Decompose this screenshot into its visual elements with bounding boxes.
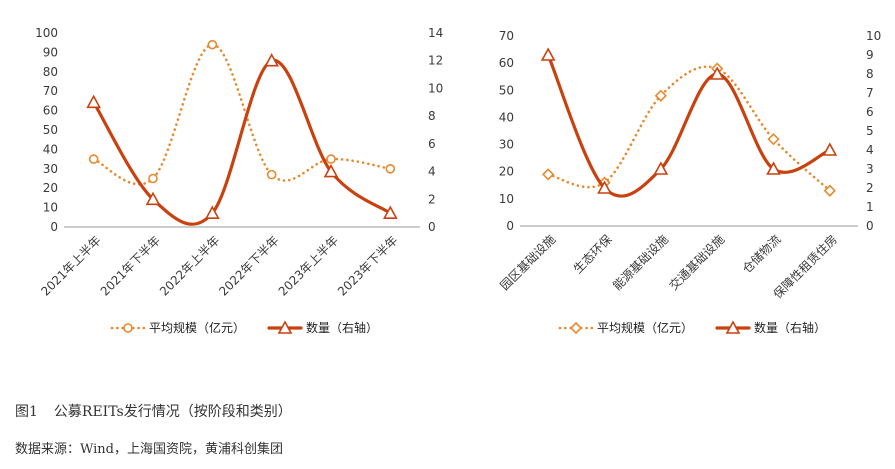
legend-avg-scale-label: 平均规模（亿元）	[149, 320, 245, 335]
count-data-point	[709, 66, 725, 80]
x-category-label: 2021年上半年	[38, 233, 103, 298]
avg-scale-data-point	[326, 154, 336, 164]
right-y-tick-label: 2	[866, 181, 874, 195]
chart-left: 0 10 20 30 40 50 60 70 80 90 100 0 2 4 6 8 10 12 14 2021年上半…	[35, 26, 443, 335]
right-y-tick-label: 1	[866, 200, 874, 214]
count-data-point	[822, 142, 838, 156]
x-category-label: 能源基础设施	[610, 232, 671, 293]
count-data-point	[323, 163, 339, 178]
count-data-point	[204, 205, 220, 219]
x-category-label: 交通基础设施	[666, 232, 728, 294]
left-y-tick-label: 30	[499, 138, 514, 152]
figure-number: 图1	[15, 404, 38, 420]
right-y-tick-label: 3	[866, 162, 874, 176]
right-y-tick-label: 4	[866, 143, 874, 157]
left-y-tick-label: 10	[43, 201, 58, 215]
x-category-label: 2023年上半年	[276, 233, 341, 298]
right-y-tick-label: 8	[866, 67, 874, 81]
legend-count-marker	[725, 320, 741, 334]
count-data-point	[653, 161, 669, 175]
right-y-tick-label: 0	[866, 219, 874, 233]
left-y-tick-label: 40	[43, 142, 58, 156]
left-y-tick-label: 100	[35, 26, 58, 40]
avg-scale-data-point	[542, 168, 555, 181]
legend-count-marker	[277, 320, 293, 334]
right-y-tick-label: 4	[428, 165, 436, 179]
right-y-tick-label: 12	[428, 54, 443, 68]
chart-right: 0 10 20 30 40 50 60 70 0 1 2 3 4 5 6 7 8 9 10 园区基础设施 生态环保能源基…	[497, 29, 881, 335]
count-data-point	[766, 161, 781, 175]
right-y-tick-label: 10	[428, 81, 443, 95]
left-y-tick-label: 70	[43, 84, 58, 98]
legend-count-label: 数量（右轴）	[306, 320, 378, 335]
right-y-tick-label: 9	[866, 48, 874, 62]
left-y-tick-label: 20	[499, 165, 514, 179]
figure-canvas: 0102030405060708090100024681012142021年上半…	[35, 26, 881, 335]
left-y-tick-label: 0	[506, 219, 514, 233]
left-y-tick-label: 60	[43, 104, 58, 118]
avg-scale-data-point	[385, 164, 396, 174]
avg-scale-data-point	[654, 89, 667, 102]
right-y-tick-label: 10	[866, 29, 881, 43]
left-y-tick-label: 10	[499, 192, 514, 206]
left-y-tick-label: 90	[43, 45, 58, 59]
right-y-tick-label: 14	[428, 26, 443, 40]
left-y-tick-label: 60	[499, 56, 514, 70]
count-series-line	[92, 59, 392, 226]
legend-avg-scale-marker	[569, 321, 583, 335]
x-category-label: 2021年下半年	[98, 233, 163, 298]
avg-scale-data-point	[148, 173, 158, 184]
count-data-point	[145, 191, 161, 206]
left-y-tick-label: 80	[43, 65, 58, 79]
count-data-point	[540, 47, 556, 61]
x-category-label: 2022年上半年	[157, 233, 222, 298]
legend-avg-scale-marker	[123, 323, 133, 333]
figure-caption: 图1 公募REITs发行情况（按阶段和类别）	[15, 401, 292, 421]
left-y-tick-label: 40	[499, 110, 514, 124]
right-y-tick-label: 6	[866, 105, 874, 119]
right-y-tick-label: 0	[428, 220, 436, 234]
left-y-tick-label: 70	[499, 29, 514, 43]
legend-count-label: 数量（右轴）	[754, 320, 826, 335]
avg-scale-data-point	[266, 169, 277, 180]
count-data-point	[597, 180, 612, 194]
count-data-point	[382, 205, 398, 219]
x-category-label: 生态环保	[571, 232, 615, 276]
x-category-label: 2022年下半年	[216, 233, 281, 298]
count-series-line	[546, 53, 832, 198]
right-y-tick-label: 8	[428, 109, 436, 123]
avg-scale-data-point	[767, 133, 780, 146]
figure-title: 公募REITs发行情况（按阶段和类别）	[53, 404, 292, 420]
count-data-point	[264, 53, 280, 67]
left-y-tick-label: 0	[50, 220, 58, 234]
count-data-point	[86, 94, 102, 109]
right-y-tick-label: 6	[428, 137, 436, 151]
left-y-tick-label: 50	[499, 83, 514, 97]
right-y-tick-label: 2	[428, 192, 436, 206]
right-y-tick-label: 5	[866, 124, 874, 138]
avg-scale-series-line	[92, 43, 392, 186]
avg-scale-data-point	[823, 184, 836, 197]
x-category-label: 仓储物流	[739, 232, 784, 277]
legend-avg-scale-label: 平均规模（亿元）	[597, 320, 693, 335]
avg-scale-data-point	[207, 39, 218, 50]
left-y-tick-label: 20	[43, 181, 58, 195]
left-y-tick-label: 50	[43, 123, 58, 137]
right-y-tick-label: 7	[866, 86, 874, 100]
avg-scale-data-point	[88, 154, 99, 164]
x-category-label: 园区基础设施	[497, 232, 558, 293]
left-y-tick-label: 30	[43, 162, 58, 176]
x-category-label: 2023年下半年	[335, 233, 400, 298]
data-source: 数据来源：Wind，上海国资院，黄浦科创集团	[15, 442, 283, 457]
